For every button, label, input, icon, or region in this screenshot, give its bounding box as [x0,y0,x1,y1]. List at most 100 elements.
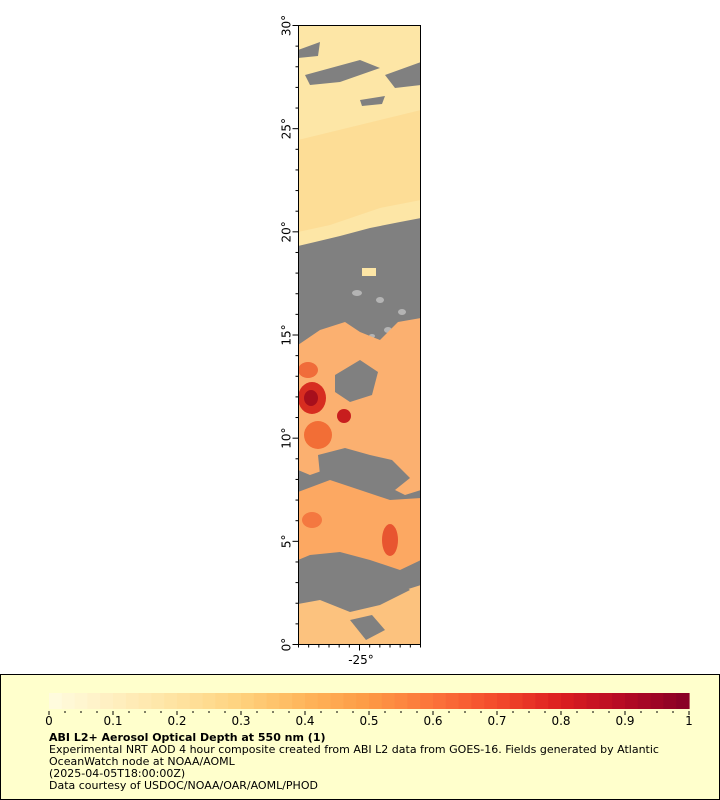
colorbar-swatch [343,693,357,709]
lat-tick-label: 20° [280,221,294,242]
colorbar-swatch [663,693,677,709]
cloud-gap-north-4 [360,96,385,106]
aod-hotspot-1-core [304,390,318,406]
cloud-gap-north-3 [298,42,320,58]
colorbar-swatch [369,693,383,709]
aod-patch-small [362,268,376,276]
colorbar-swatch [49,693,63,709]
colorbar-swatch [305,693,319,709]
colorbar-tick-label: 0.6 [423,714,442,728]
cloud-gap-south-2 [318,448,410,490]
colorbar-swatch [138,693,152,709]
colorbar-swatch [522,693,536,709]
colorbar-swatch [100,693,114,709]
cloud-gap-north-2 [385,62,421,88]
colorbar-swatch [586,693,600,709]
aod-region-north-band [298,110,421,232]
colorbar-tick-label: 0.8 [551,714,570,728]
colorbar-swatch [471,693,485,709]
lat-tick-label: 5° [280,535,294,549]
colorbar-swatch [497,693,511,709]
lat-tick-label: 15° [280,324,294,345]
colorbar-swatch [266,693,280,709]
lat-tick-label: 0° [280,638,294,652]
colorbar-swatch [279,693,293,709]
lat-tick-label: 25° [280,118,294,139]
colorbar-swatch [151,693,165,709]
legend-timestamp: (2025-04-05T18:00:00Z) [49,767,186,780]
colorbar-tick-label: 0.2 [167,714,186,728]
colorbar-tick-label: 1 [685,714,693,728]
island-1 [352,290,362,296]
colorbar-swatch [445,693,460,709]
colorbar-swatch [202,693,216,709]
colorbar-swatch [573,693,588,709]
legend-description: Experimental NRT AOD 4 hour composite cr… [49,743,659,768]
cloud-gap-south-1 [335,360,378,402]
colorbar-swatch [612,693,626,709]
colorbar: 0 0.1 0.2 0.3 0.4 0.5 0.6 0.7 0.8 0.9 1 [45,693,693,728]
aod-hotspot-2 [337,409,351,423]
aod-hotspot-5 [382,524,398,556]
colorbar-swatch [676,693,690,709]
colorbar-swatch [177,693,191,709]
legend-title: ABI L2+ Aerosol Optical Depth at 550 nm … [49,731,326,744]
lat-tick-label: 10° [280,428,294,449]
colorbar-swatch [458,693,472,709]
colorbar-swatch [381,693,396,709]
cloud-gap-south-4 [350,615,385,640]
legend-credit: Data courtesy of USDOC/NOAA/OAR/AOML/PHO… [49,779,318,792]
colorbar-swatch [509,693,524,709]
colorbar-swatch [164,693,178,709]
colorbar-swatch [292,693,306,709]
aod-region-south [298,318,421,495]
colorbar-swatch [253,693,268,709]
colorbar-swatch [433,693,447,709]
colorbar-swatch [356,693,370,709]
aod-map: 0° 5° 10° 15° 20° 25° 30° -25° [280,15,421,667]
colorbar-swatch [74,693,88,709]
colorbar-tick-label: 0.1 [103,714,122,728]
island-2 [376,297,384,303]
island-3 [398,309,406,315]
colorbar-tick-label: 0.4 [295,714,314,728]
map-plot: 0° 5° 10° 15° 20° 25° 30° -25° [280,15,421,667]
colorbar-swatch [228,693,242,709]
colorbar-swatch [87,693,101,709]
aod-hotspot-3 [298,362,318,378]
colorbar-swatch [394,693,408,709]
colorbar-tick-label: 0.5 [359,714,378,728]
colorbar-swatch [241,693,255,709]
colorbar-swatch [420,693,434,709]
colorbar-swatch [599,693,613,709]
colorbar-swatch [125,693,140,709]
cloud-gap-north-1 [305,60,380,85]
colorbar-swatch [61,693,76,709]
colorbar-swatch [215,693,229,709]
colorbar-swatch [548,693,562,709]
colorbar-swatch [637,693,652,709]
colorbar-swatch [407,693,421,709]
colorbar-swatch [650,693,664,709]
colorbar-swatch [330,693,344,709]
colorbar-swatch [113,693,127,709]
colorbar-swatch [189,693,204,709]
lon-tick-label: -25° [348,653,374,667]
colorbar-swatch [561,693,575,709]
colorbar-swatch [535,693,549,709]
colorbar-tick-label: 0.7 [487,714,506,728]
aod-hotspot-4 [304,421,332,449]
colorbar-tick-label: 0.9 [615,714,634,728]
aod-hotspot-6 [302,512,322,528]
longitude-axis: -25° [298,644,421,667]
cloud-gap-south-3 [298,558,410,612]
colorbar-swatch [317,693,332,709]
colorbar-tick-label: 0 [45,714,53,728]
latitude-axis: 0° 5° 10° 15° 20° 25° 30° [280,15,299,651]
lat-tick-label: 30° [280,15,294,36]
colorbar-swatch [625,693,639,709]
legend-panel: 0 0.1 0.2 0.3 0.4 0.5 0.6 0.7 0.8 0.9 1 ABI L2+ Ae… [0,674,720,800]
colorbar-tick-label: 0.3 [231,714,250,728]
legend-text: ABI L2+ Aerosol Optical Depth at 550 nm … [49,732,699,792]
colorbar-swatch [484,693,498,709]
